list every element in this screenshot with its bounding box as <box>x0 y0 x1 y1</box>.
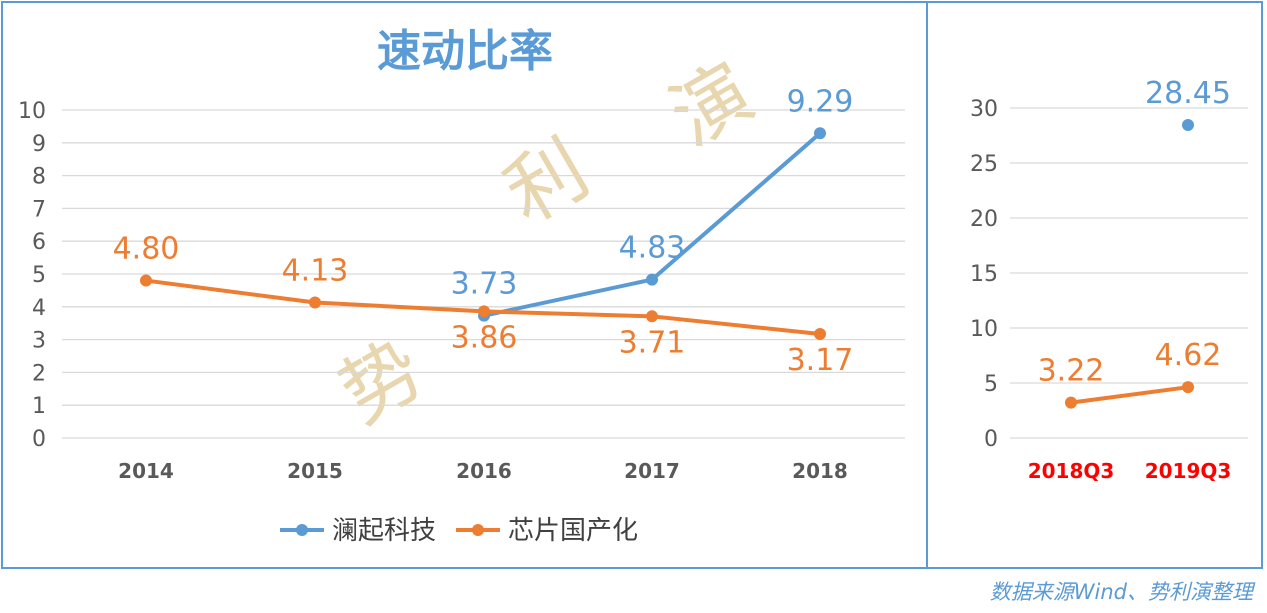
y-tick-label: 9 <box>32 132 46 157</box>
data-label: 3.17 <box>787 343 854 378</box>
y-tick-label: 1 <box>32 394 46 419</box>
y-tick-label: 7 <box>32 197 46 222</box>
y-tick-label: 2 <box>32 361 46 386</box>
data-point <box>309 296 321 309</box>
data-label: 3.73 <box>451 267 518 302</box>
y-tick-label: 5 <box>32 263 46 288</box>
x-tick-label: 2014 <box>118 459 174 483</box>
data-point <box>646 310 658 323</box>
y-tick-label: 15 <box>970 262 998 287</box>
y-tick-label: 3 <box>32 329 46 354</box>
data-label: 9.29 <box>787 84 854 119</box>
data-point <box>814 127 826 140</box>
data-point <box>1182 119 1194 132</box>
data-point <box>1065 396 1077 409</box>
data-label: 4.80 <box>113 232 180 267</box>
source-note: 数据来源Wind、势利演整理 <box>989 580 1253 604</box>
x-tick-label: 2017 <box>624 459 680 483</box>
watermark-char: 利 <box>491 124 604 241</box>
x-tick-label: 2018Q3 <box>1028 459 1115 483</box>
x-tick-label: 2015 <box>287 459 343 483</box>
watermark-char: 演 <box>656 47 769 164</box>
watermark-char: 势 <box>326 324 439 441</box>
y-tick-label: 10 <box>18 99 46 124</box>
legend-marker-dot <box>296 524 308 536</box>
x-tick-label: 2018 <box>792 459 848 483</box>
y-tick-label: 30 <box>970 97 998 122</box>
data-point <box>140 274 152 287</box>
data-label: 3.71 <box>619 325 686 360</box>
data-label: 3.86 <box>451 320 518 355</box>
data-label: 3.22 <box>1038 354 1105 389</box>
data-label: 28.45 <box>1145 76 1231 111</box>
y-tick-label: 8 <box>32 165 46 190</box>
legend-label: 澜起科技 <box>332 516 436 546</box>
y-tick-label: 0 <box>32 427 46 452</box>
legend-label: 芯片国产化 <box>508 516 638 546</box>
data-point <box>646 273 658 286</box>
y-tick-label: 4 <box>32 296 46 321</box>
y-tick-label: 6 <box>32 230 46 255</box>
data-label: 4.83 <box>619 231 686 266</box>
data-label: 4.62 <box>1155 338 1222 373</box>
x-tick-label: 2019Q3 <box>1145 459 1232 483</box>
y-tick-label: 10 <box>970 317 998 342</box>
y-tick-label: 0 <box>984 427 998 452</box>
y-tick-label: 5 <box>984 372 998 397</box>
series-line-1 <box>1070 385 1189 405</box>
data-label: 4.13 <box>282 254 349 289</box>
y-tick-label: 20 <box>970 207 998 232</box>
panel-divider <box>926 1 928 569</box>
legend-marker-dot <box>472 524 484 536</box>
chart-frame <box>1 1 1263 569</box>
data-point <box>478 305 490 318</box>
chart-title: 速动比率 <box>377 26 553 77</box>
x-tick-label: 2016 <box>456 459 512 483</box>
data-point <box>814 328 826 341</box>
y-tick-label: 25 <box>970 152 998 177</box>
data-point <box>1182 381 1194 394</box>
